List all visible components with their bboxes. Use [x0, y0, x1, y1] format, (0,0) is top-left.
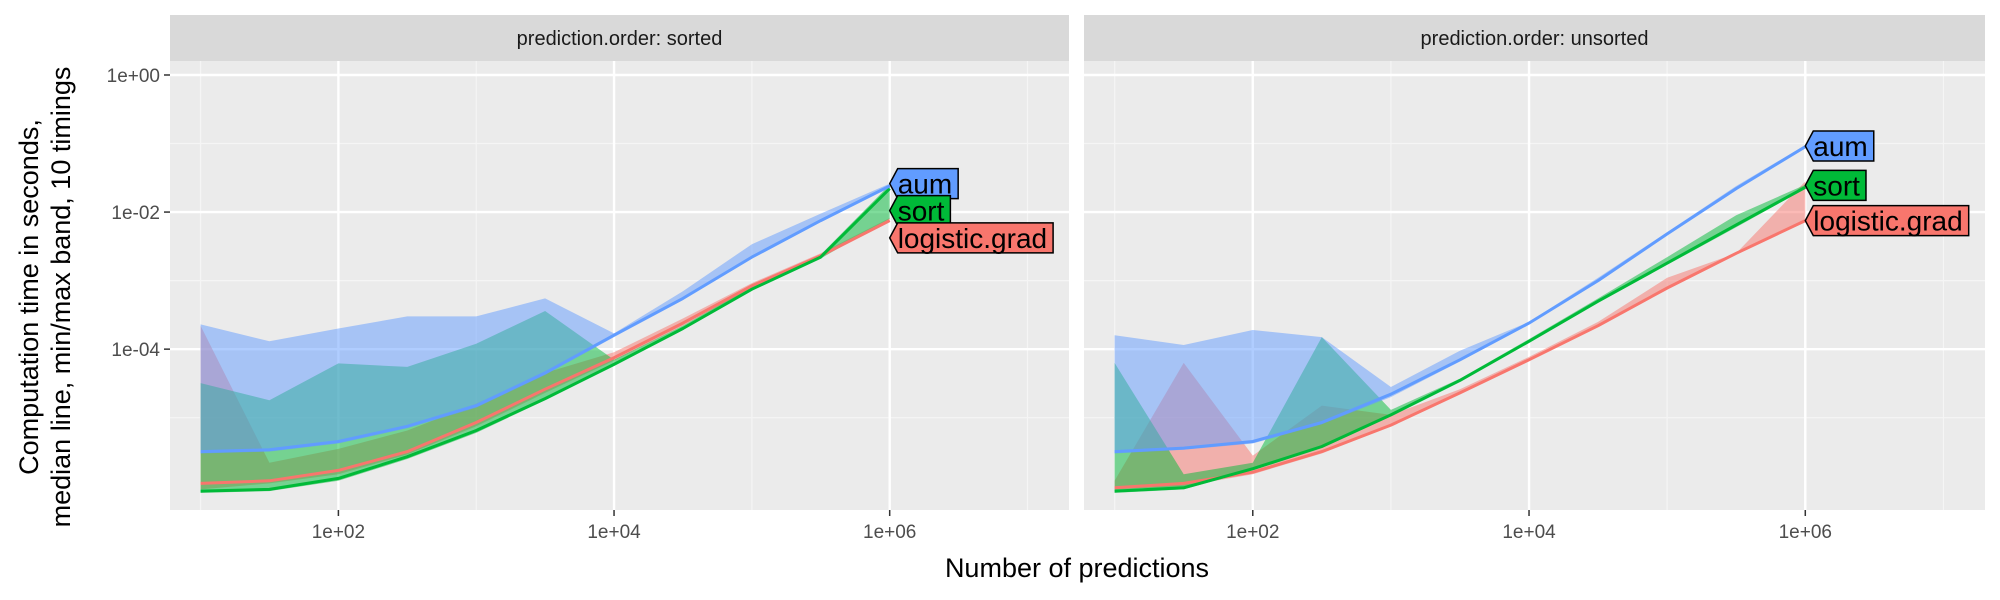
- end-label-box: [1804, 169, 1867, 202]
- end-label-sort: sort: [888, 194, 952, 227]
- facet-strip: [170, 15, 1069, 61]
- end-label-text: aum: [898, 169, 952, 200]
- facet-panels: prediction.order: sortedaumsortlogistic.…: [107, 15, 1985, 543]
- series-layer: [1114, 145, 1807, 493]
- end-label-text: logistic.grad: [1813, 206, 1962, 237]
- end-label-box: [888, 222, 1054, 254]
- end-label-logistic-grad: logistic.grad: [1804, 204, 1970, 237]
- end-labels: aum sort logistic.grad: [1804, 130, 1970, 237]
- end-label-box: [888, 167, 959, 200]
- x-tick-label: 1e+04: [1502, 522, 1556, 543]
- median-line-logistic-grad: [200, 219, 891, 485]
- end-label-aum: aum: [1804, 130, 1875, 162]
- series-layer: [200, 183, 891, 493]
- y-tick-label: 1e-02: [111, 203, 160, 224]
- end-label-text: sort: [1813, 170, 1860, 201]
- x-axis-title: Number of predictions: [945, 553, 1209, 583]
- end-label-aum: aum: [888, 167, 959, 200]
- band-aum: [200, 183, 890, 454]
- median-line-sort: [1114, 185, 1807, 493]
- band-logistic-grad: [1114, 181, 1806, 490]
- median-line-aum: [1114, 145, 1807, 454]
- median-line-sort: [200, 187, 891, 493]
- end-label-sort: sort: [1804, 169, 1867, 202]
- y-axis-title-line-2: median line, min/max band, 10 timings: [46, 67, 76, 528]
- x-tick-label: 1e+06: [863, 522, 916, 543]
- end-label-box: [888, 194, 952, 227]
- facet-strip: [1084, 15, 1985, 61]
- end-label-text: sort: [898, 196, 945, 227]
- y-tick-label: 1e+00: [107, 66, 160, 87]
- end-label-text: logistic.grad: [898, 223, 1047, 254]
- facet-strip-label: prediction.order: sorted: [517, 28, 723, 50]
- end-label-logistic-grad: logistic.grad: [888, 222, 1054, 254]
- x-tick-label: 1e+02: [1226, 522, 1279, 543]
- x-tick-label: 1e+02: [312, 522, 365, 543]
- y-axis-title-line-1: Computation time in seconds,: [14, 119, 44, 475]
- x-tick-label: 1e+06: [1779, 522, 1832, 543]
- end-label-box: [1804, 130, 1875, 162]
- x-tick-label: 1e+04: [587, 522, 641, 543]
- median-line-aum: [200, 184, 891, 454]
- facet-strip-label: prediction.order: unsorted: [1421, 28, 1649, 50]
- end-label-text: aum: [1813, 131, 1867, 162]
- end-label-box: [1804, 204, 1970, 237]
- panel-unsorted: prediction.order: unsorted aum sort logisti…: [1084, 15, 1985, 543]
- panel-sorted: prediction.order: sorted aumsortlogistic.…: [107, 15, 1069, 543]
- y-tick-label: 1e-04: [111, 340, 160, 361]
- band-aum: [1114, 145, 1806, 454]
